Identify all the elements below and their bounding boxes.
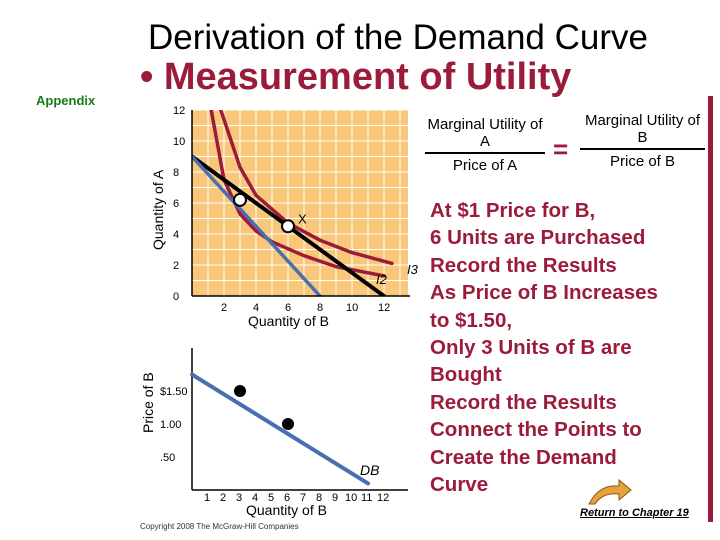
top-chart-ticks: 0 2 4 6 8 10 12 2 4 6 8 10 12 I2 I3 <box>173 105 419 314</box>
top-chart-points: X <box>233 192 307 234</box>
demand-point <box>282 418 294 430</box>
bottom-chart-y-tick-label: $1.50 <box>160 386 188 398</box>
explanation-line: At $1 Price for B, <box>430 199 596 222</box>
explanation-line: to $1.50, <box>430 308 513 332</box>
explanation-line: Create the Demand <box>430 445 617 469</box>
formula-right-numerator: Marginal Utility of B <box>580 112 705 150</box>
formula-left-numerator: Marginal Utility of A <box>425 116 545 154</box>
top-chart-y-tick-label: 0 <box>173 291 179 303</box>
top-chart-grid <box>192 109 408 296</box>
appendix-label: Appendix <box>36 93 96 108</box>
bottom-chart-x-tick-label: 5 <box>268 492 274 504</box>
demand-curve-label: DB <box>360 462 379 478</box>
tangency-point <box>281 219 295 234</box>
top-chart-y-tick-label: 4 <box>173 229 179 241</box>
top-chart-x-tick-label: 2 <box>221 302 227 314</box>
bottom-chart-x-tick-label: 11 <box>361 492 372 504</box>
formula-left-denominator: Price of A <box>452 157 518 174</box>
formula-equals: = <box>553 134 569 164</box>
top-chart-y-tick-label: 8 <box>173 167 179 179</box>
explanation-line: Record the Results <box>430 390 617 414</box>
explanation-line: Only 3 Units of B are <box>430 336 632 360</box>
accent-bar <box>708 96 713 522</box>
top-chart-x-tick-label: 12 <box>378 302 390 314</box>
demand-point <box>234 385 246 397</box>
top-chart-x-tick-label: 8 <box>317 302 323 314</box>
top-chart-y-tick-label: 6 <box>173 198 179 210</box>
bottom-chart-x-tick-label: 10 <box>345 492 357 504</box>
bottom-chart-x-tick-label: 12 <box>377 492 389 504</box>
slide-title: Derivation of the Demand Curve <box>148 18 648 57</box>
tangency-point-label: X <box>298 211 307 226</box>
utility-formula: Marginal Utility of A Price of A = Margi… <box>425 112 715 182</box>
return-to-chapter-link[interactable]: Return to Chapter 19 <box>580 507 689 519</box>
explanation-line: As Price of B Increases <box>430 281 658 305</box>
explanation-text: At $1 Price for B, 6 Units are Purchased… <box>430 197 658 498</box>
formula-left-fraction: Marginal Utility of A Price of A <box>425 116 545 174</box>
bottom-chart-x-tick-label: 7 <box>300 492 306 504</box>
explanation-line: Connect the Points to <box>430 418 642 442</box>
formula-right-denominator: Price of B <box>609 153 676 170</box>
bottom-chart-y-tick-label: .50 <box>160 452 175 464</box>
top-chart-x-tick-label: 10 <box>346 302 358 314</box>
demand-curve <box>190 372 370 486</box>
explanation-line: Record the Results <box>430 253 617 277</box>
slide-subtitle: • Measurement of Utility <box>140 56 572 98</box>
top-chart-y-tick-label: 12 <box>173 105 185 117</box>
bottom-chart-x-tick-label: 4 <box>252 492 258 504</box>
indifference-chart: 0 2 4 6 8 10 12 2 4 6 8 10 12 I2 I3 X <box>173 105 419 314</box>
bottom-chart-xlabel: Quantity of B <box>246 502 327 518</box>
bottom-chart-x-tick-label: 1 <box>204 492 210 504</box>
bottom-chart-x-tick-label: 9 <box>332 492 338 504</box>
top-chart-x-tick-label: 4 <box>253 302 259 314</box>
bottom-chart-x-tick-label: 3 <box>236 492 242 504</box>
bottom-chart-y-tick-label: 1.00 <box>160 419 181 431</box>
explanation-line: Curve <box>430 473 489 497</box>
return-arrow-icon[interactable] <box>585 478 633 508</box>
curve-label-i2: I2 <box>376 272 388 287</box>
bottom-chart-curves <box>190 372 370 486</box>
bottom-chart-x-tick-label: 8 <box>316 492 322 504</box>
explanation-line: Bought <box>430 363 502 387</box>
bottom-chart-x-tick-label: 6 <box>284 492 290 504</box>
budget-line <box>192 154 322 296</box>
top-chart-x-tick-label: 6 <box>285 302 291 314</box>
top-chart-xlabel: Quantity of B <box>248 313 329 329</box>
copyright-notice: Copyright 2008 The McGraw-Hill Companies <box>140 522 299 531</box>
bottom-chart-points <box>234 385 294 430</box>
formula-right-fraction: Marginal Utility of B Price of B <box>580 112 705 170</box>
bottom-chart-x-tick-label: 2 <box>220 492 226 504</box>
explanation-line: 6 Units are Purchased <box>430 226 646 250</box>
top-chart-y-tick-label: 2 <box>173 260 179 272</box>
top-chart-y-tick-label: 10 <box>173 136 185 148</box>
tangency-point <box>233 192 247 207</box>
curve-label-i3: I3 <box>407 262 419 277</box>
